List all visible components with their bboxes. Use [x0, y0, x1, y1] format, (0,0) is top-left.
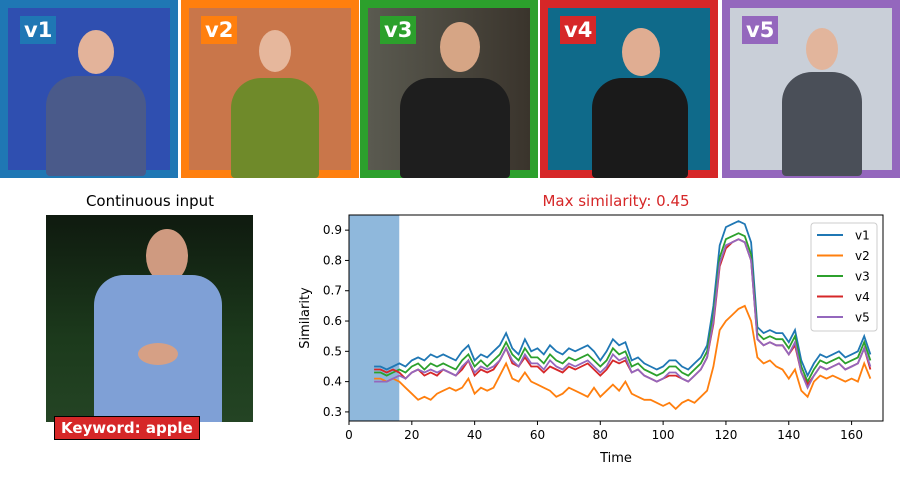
highlight-span: [349, 215, 400, 421]
video-frame-v1: [8, 8, 170, 176]
continuous-input-frame: [46, 215, 253, 422]
signer-head: [259, 30, 291, 72]
legend-label-v5: v5: [855, 311, 870, 325]
series-line-v5: [374, 238, 872, 390]
video-tile-v4: v4: [540, 0, 718, 178]
x-tick-label: 140: [777, 428, 800, 442]
signer-torso: [231, 78, 319, 178]
x-tick-label: 20: [404, 428, 419, 442]
plot-frame: [348, 214, 884, 422]
x-tick-label: 80: [593, 428, 608, 442]
y-tick-label: 0.3: [323, 405, 342, 419]
x-tick-label: 60: [530, 428, 545, 442]
y-tick-label: 0.4: [323, 375, 342, 389]
video-tile-v1: v1: [0, 0, 178, 178]
signer-torso: [592, 78, 688, 178]
signer-head: [146, 229, 188, 283]
y-tick-label: 0.7: [323, 284, 342, 298]
legend-label-v2: v2: [855, 249, 870, 263]
signer-head: [78, 30, 114, 74]
chart-title: Max similarity: 0.45: [542, 192, 689, 210]
video-tile-v5: v5: [722, 0, 900, 178]
video-label: v1: [20, 16, 57, 44]
video-frame-v2: [189, 8, 351, 178]
signer-head: [622, 28, 660, 76]
y-tick-label: 0.9: [323, 223, 342, 237]
keyword-label: Keyword: apple: [54, 416, 200, 440]
y-axis-label: Similarity: [298, 287, 313, 349]
video-tile-v2: v2: [181, 0, 359, 178]
signer-torso: [782, 72, 862, 176]
signer-hands: [138, 343, 178, 365]
y-tick-label: 0.6: [323, 314, 342, 328]
x-tick-label: 100: [652, 428, 675, 442]
legend-label-v3: v3: [855, 270, 870, 284]
series-line-v2: [374, 304, 872, 411]
series-line-v4: [374, 238, 872, 387]
x-tick-label: 120: [714, 428, 737, 442]
series-line-v3: [374, 232, 872, 384]
signer-torso: [400, 78, 510, 178]
video-label: v2: [201, 16, 238, 44]
y-tick-label: 0.5: [323, 344, 342, 358]
legend-label-v1: v1: [855, 229, 870, 243]
x-tick-label: 0: [345, 428, 353, 442]
video-label: v5: [742, 16, 779, 44]
signer-torso: [46, 76, 146, 176]
signer-head: [440, 22, 480, 72]
continuous-input-title: Continuous input: [85, 192, 215, 210]
x-tick-label: 40: [467, 428, 482, 442]
signer-head: [806, 28, 838, 70]
x-axis-label: Time: [599, 451, 632, 466]
legend-box: [810, 222, 878, 332]
video-frame-v3: [368, 8, 530, 178]
video-tile-v3: v3: [360, 0, 538, 178]
legend-label-v4: v4: [855, 290, 870, 304]
video-label: v3: [380, 16, 417, 44]
y-tick-label: 0.8: [323, 253, 342, 267]
video-label: v4: [560, 16, 597, 44]
series-line-v1: [374, 220, 872, 378]
x-tick-label: 160: [840, 428, 863, 442]
